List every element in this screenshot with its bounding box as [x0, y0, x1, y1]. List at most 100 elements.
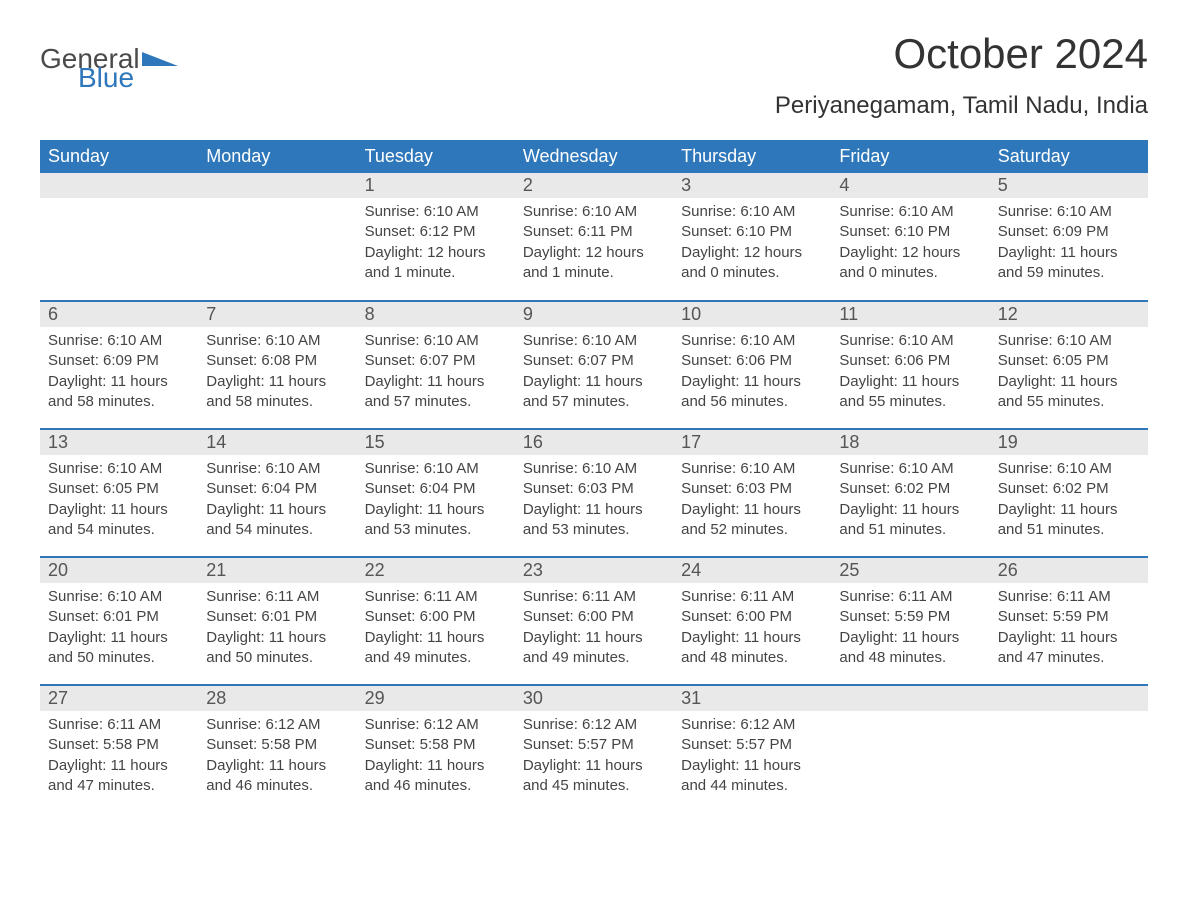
day-number: 30	[515, 686, 673, 711]
day-data: Sunrise: 6:10 AMSunset: 6:09 PMDaylight:…	[40, 327, 198, 422]
sunrise-line: Sunrise: 6:12 AM	[206, 715, 348, 735]
sunrise-line: Sunrise: 6:10 AM	[365, 331, 507, 351]
sunset-line: Sunset: 6:09 PM	[998, 222, 1140, 242]
weekday-header: Friday	[831, 140, 989, 173]
calendar-day-cell: 23Sunrise: 6:11 AMSunset: 6:00 PMDayligh…	[515, 557, 673, 685]
day-number: 23	[515, 558, 673, 583]
daylight-line: Daylight: 11 hours and 58 minutes.	[206, 372, 348, 413]
day-data: Sunrise: 6:11 AMSunset: 5:59 PMDaylight:…	[831, 583, 989, 678]
daylight-line: Daylight: 11 hours and 55 minutes.	[998, 372, 1140, 413]
daylight-line: Daylight: 11 hours and 54 minutes.	[206, 500, 348, 541]
day-data: Sunrise: 6:11 AMSunset: 6:01 PMDaylight:…	[198, 583, 356, 678]
weekday-header: Thursday	[673, 140, 831, 173]
day-number: 17	[673, 430, 831, 455]
sunset-line: Sunset: 5:57 PM	[523, 735, 665, 755]
day-number: 16	[515, 430, 673, 455]
day-number	[40, 173, 198, 198]
day-data: Sunrise: 6:10 AMSunset: 6:06 PMDaylight:…	[673, 327, 831, 422]
day-number: 6	[40, 302, 198, 327]
sunrise-line: Sunrise: 6:10 AM	[681, 202, 823, 222]
daylight-line: Daylight: 11 hours and 48 minutes.	[681, 628, 823, 669]
daylight-line: Daylight: 12 hours and 1 minute.	[523, 243, 665, 284]
calendar-day-cell	[831, 685, 989, 813]
sunrise-line: Sunrise: 6:10 AM	[998, 331, 1140, 351]
sunrise-line: Sunrise: 6:10 AM	[48, 459, 190, 479]
sunrise-line: Sunrise: 6:10 AM	[48, 331, 190, 351]
day-data: Sunrise: 6:10 AMSunset: 6:09 PMDaylight:…	[990, 198, 1148, 293]
sunrise-line: Sunrise: 6:11 AM	[523, 587, 665, 607]
day-data: Sunrise: 6:12 AMSunset: 5:58 PMDaylight:…	[357, 711, 515, 806]
day-data: Sunrise: 6:11 AMSunset: 6:00 PMDaylight:…	[515, 583, 673, 678]
sunset-line: Sunset: 6:01 PM	[48, 607, 190, 627]
calendar-day-cell: 15Sunrise: 6:10 AMSunset: 6:04 PMDayligh…	[357, 429, 515, 557]
sunrise-line: Sunrise: 6:10 AM	[839, 331, 981, 351]
daylight-line: Daylight: 12 hours and 0 minutes.	[681, 243, 823, 284]
sunset-line: Sunset: 6:00 PM	[681, 607, 823, 627]
sunset-line: Sunset: 6:02 PM	[839, 479, 981, 499]
day-number: 28	[198, 686, 356, 711]
calendar-week-row: 13Sunrise: 6:10 AMSunset: 6:05 PMDayligh…	[40, 429, 1148, 557]
sunset-line: Sunset: 6:03 PM	[523, 479, 665, 499]
sunrise-line: Sunrise: 6:10 AM	[206, 331, 348, 351]
calendar-day-cell: 11Sunrise: 6:10 AMSunset: 6:06 PMDayligh…	[831, 301, 989, 429]
day-number: 3	[673, 173, 831, 198]
calendar-day-cell: 2Sunrise: 6:10 AMSunset: 6:11 PMDaylight…	[515, 173, 673, 301]
day-number: 14	[198, 430, 356, 455]
sunset-line: Sunset: 6:05 PM	[48, 479, 190, 499]
calendar-day-cell: 17Sunrise: 6:10 AMSunset: 6:03 PMDayligh…	[673, 429, 831, 557]
calendar-week-row: 6Sunrise: 6:10 AMSunset: 6:09 PMDaylight…	[40, 301, 1148, 429]
daylight-line: Daylight: 11 hours and 49 minutes.	[365, 628, 507, 669]
day-data: Sunrise: 6:10 AMSunset: 6:12 PMDaylight:…	[357, 198, 515, 293]
sunrise-line: Sunrise: 6:10 AM	[998, 459, 1140, 479]
weekday-header: Sunday	[40, 140, 198, 173]
sunset-line: Sunset: 6:05 PM	[998, 351, 1140, 371]
sunset-line: Sunset: 6:12 PM	[365, 222, 507, 242]
calendar-day-cell: 10Sunrise: 6:10 AMSunset: 6:06 PMDayligh…	[673, 301, 831, 429]
day-number: 24	[673, 558, 831, 583]
day-number: 11	[831, 302, 989, 327]
sunrise-line: Sunrise: 6:10 AM	[839, 202, 981, 222]
calendar-day-cell: 24Sunrise: 6:11 AMSunset: 6:00 PMDayligh…	[673, 557, 831, 685]
sunrise-line: Sunrise: 6:10 AM	[206, 459, 348, 479]
sunrise-line: Sunrise: 6:11 AM	[998, 587, 1140, 607]
day-number: 31	[673, 686, 831, 711]
day-number: 27	[40, 686, 198, 711]
weekday-header: Wednesday	[515, 140, 673, 173]
sunrise-line: Sunrise: 6:10 AM	[365, 459, 507, 479]
calendar-day-cell: 25Sunrise: 6:11 AMSunset: 5:59 PMDayligh…	[831, 557, 989, 685]
sunrise-line: Sunrise: 6:12 AM	[365, 715, 507, 735]
day-number: 9	[515, 302, 673, 327]
sunrise-line: Sunrise: 6:10 AM	[681, 459, 823, 479]
day-number	[990, 686, 1148, 711]
sunset-line: Sunset: 6:10 PM	[681, 222, 823, 242]
daylight-line: Daylight: 11 hours and 46 minutes.	[365, 756, 507, 797]
calendar-day-cell	[40, 173, 198, 301]
calendar-day-cell: 28Sunrise: 6:12 AMSunset: 5:58 PMDayligh…	[198, 685, 356, 813]
sunset-line: Sunset: 6:06 PM	[839, 351, 981, 371]
calendar-day-cell: 30Sunrise: 6:12 AMSunset: 5:57 PMDayligh…	[515, 685, 673, 813]
daylight-line: Daylight: 11 hours and 54 minutes.	[48, 500, 190, 541]
day-data: Sunrise: 6:10 AMSunset: 6:04 PMDaylight:…	[357, 455, 515, 550]
day-data: Sunrise: 6:10 AMSunset: 6:05 PMDaylight:…	[990, 327, 1148, 422]
day-data: Sunrise: 6:11 AMSunset: 5:58 PMDaylight:…	[40, 711, 198, 806]
day-data: Sunrise: 6:11 AMSunset: 6:00 PMDaylight:…	[673, 583, 831, 678]
sunrise-line: Sunrise: 6:10 AM	[48, 587, 190, 607]
sunset-line: Sunset: 6:11 PM	[523, 222, 665, 242]
sunrise-line: Sunrise: 6:10 AM	[365, 202, 507, 222]
sunset-line: Sunset: 6:09 PM	[48, 351, 190, 371]
day-data: Sunrise: 6:10 AMSunset: 6:07 PMDaylight:…	[515, 327, 673, 422]
calendar-day-cell: 9Sunrise: 6:10 AMSunset: 6:07 PMDaylight…	[515, 301, 673, 429]
sunrise-line: Sunrise: 6:11 AM	[839, 587, 981, 607]
daylight-line: Daylight: 11 hours and 48 minutes.	[839, 628, 981, 669]
day-number	[198, 173, 356, 198]
sunrise-line: Sunrise: 6:12 AM	[681, 715, 823, 735]
day-data: Sunrise: 6:10 AMSunset: 6:08 PMDaylight:…	[198, 327, 356, 422]
header: General Blue October 2024 Periyanegamam,…	[40, 30, 1148, 120]
daylight-line: Daylight: 11 hours and 57 minutes.	[365, 372, 507, 413]
daylight-line: Daylight: 11 hours and 47 minutes.	[998, 628, 1140, 669]
daylight-line: Daylight: 12 hours and 0 minutes.	[839, 243, 981, 284]
sunset-line: Sunset: 6:06 PM	[681, 351, 823, 371]
calendar-day-cell: 29Sunrise: 6:12 AMSunset: 5:58 PMDayligh…	[357, 685, 515, 813]
day-data: Sunrise: 6:11 AMSunset: 5:59 PMDaylight:…	[990, 583, 1148, 678]
daylight-line: Daylight: 11 hours and 57 minutes.	[523, 372, 665, 413]
